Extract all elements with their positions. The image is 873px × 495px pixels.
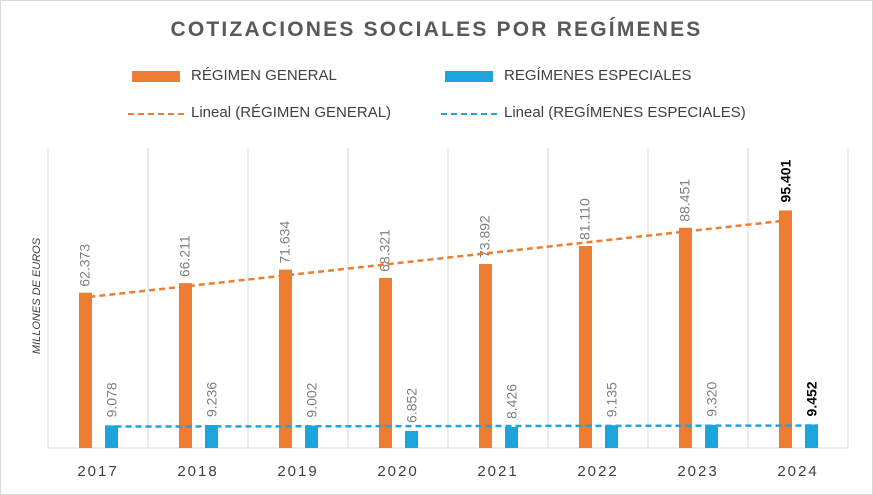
data-label-regimenes-especiales-2018: 9.236: [204, 382, 220, 417]
bar-regimen-general-2021: [479, 264, 492, 448]
bar-regimenes-especiales-2017: [105, 425, 118, 448]
data-label-regimen-general-2022: 81.110: [577, 198, 593, 240]
data-label-regimenes-especiales-2021: 8.426: [504, 384, 520, 419]
data-label-regimenes-especiales-2022: 9.135: [604, 382, 620, 417]
legend-swatch-regimen-general: [132, 71, 180, 82]
x-tick-label-2022: 2022: [577, 463, 618, 480]
legend-label-trend-regimenes-especiales: Lineal (REGÍMENES ESPECIALES): [504, 104, 746, 121]
bar-regimen-general-2024: [779, 210, 792, 448]
bar-regimen-general-2017: [79, 292, 92, 448]
data-label-regimen-general-2017: 62.373: [77, 244, 93, 287]
data-label-regimen-general-2024: 95.401: [778, 159, 794, 202]
bar-regimenes-especiales-2024: [805, 424, 818, 448]
bar-regimen-general-2018: [179, 283, 192, 448]
legend-label-trend-regimen-general: Lineal (RÉGIMEN GENERAL): [191, 104, 392, 121]
legend-trend-regimen-general: [128, 113, 184, 115]
data-label-regimen-general-2021: 73.892: [477, 215, 493, 258]
bar-regimen-general-2022: [579, 246, 592, 448]
x-tick-label-2019: 2019: [277, 463, 318, 480]
x-tick-label-2020: 2020: [377, 463, 418, 480]
x-tick-label-2018: 2018: [177, 463, 218, 480]
data-label-regimenes-especiales-2024: 9.452: [804, 381, 820, 416]
trendline-regimenes-especiales: [105, 424, 818, 428]
data-label-regimen-general-2020: 68.321: [377, 229, 393, 272]
data-label-regimen-general-2023: 88.451: [677, 179, 693, 222]
bar-regimenes-especiales-2019: [305, 425, 318, 448]
bar-regimenes-especiales-2020: [405, 430, 418, 448]
bar-regimenes-especiales-2022: [605, 425, 618, 448]
legend-label-regimen-general: RÉGIMEN GENERAL: [191, 67, 337, 84]
data-label-regimenes-especiales-2017: 9.078: [104, 382, 120, 417]
bar-regimen-general-2023: [679, 227, 692, 448]
legend-trend-regimenes-especiales: [441, 113, 497, 115]
data-label-regimen-general-2018: 66.211: [177, 235, 193, 277]
data-label-regimenes-especiales-2023: 9.320: [704, 382, 720, 417]
bar-regimenes-especiales-2021: [505, 427, 518, 448]
bar-regimen-general-2020: [379, 277, 392, 448]
chart-title: COTIZACIONES SOCIALES POR REGÍMENES: [170, 18, 703, 41]
data-label-regimenes-especiales-2020: 6.852: [404, 388, 420, 423]
legend-swatch-regimenes-especiales: [445, 71, 493, 82]
x-tick-label-2024: 2024: [777, 463, 818, 480]
legend-label-regimenes-especiales: REGÍMENES ESPECIALES: [504, 67, 692, 84]
bar-regimen-general-2019: [279, 269, 292, 448]
x-tick-label-2023: 2023: [677, 463, 718, 480]
bar-regimenes-especiales-2023: [705, 424, 718, 448]
x-tick-label-2017: 2017: [77, 463, 118, 480]
x-tick-label-2021: 2021: [477, 463, 518, 480]
data-label-regimen-general-2019: 71.634: [277, 221, 293, 264]
data-label-regimenes-especiales-2019: 9.002: [304, 382, 320, 417]
bar-regimenes-especiales-2018: [205, 425, 218, 448]
